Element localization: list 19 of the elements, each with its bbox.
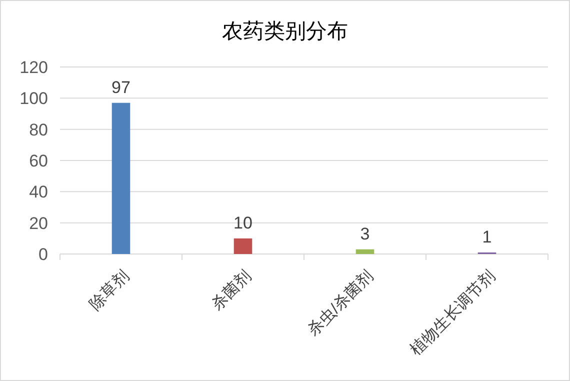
y-tick-label: 20 (29, 214, 48, 233)
data-label: 3 (360, 224, 370, 244)
y-tick-label: 40 (29, 182, 48, 202)
y-tick-label: 0 (38, 245, 48, 264)
y-tick-label: 60 (29, 152, 48, 170)
bar (234, 238, 252, 254)
x-tick-label: 杀虫/杀菌剂 (304, 266, 377, 340)
bar (112, 102, 130, 254)
x-tick-label: 植物生长调节剂 (406, 266, 499, 359)
x-tick-label: 杀菌剂 (208, 266, 255, 314)
y-tick-label: 120 (20, 58, 48, 77)
chart-title: 农药类别分布 (222, 20, 348, 43)
x-tick-label: 除草剂 (86, 266, 133, 314)
bar (356, 249, 374, 254)
y-tick-label: 80 (29, 120, 48, 140)
data-label: 10 (234, 213, 252, 232)
data-label: 97 (112, 78, 130, 97)
y-tick-label: 100 (20, 89, 48, 108)
data-label: 1 (482, 227, 492, 246)
